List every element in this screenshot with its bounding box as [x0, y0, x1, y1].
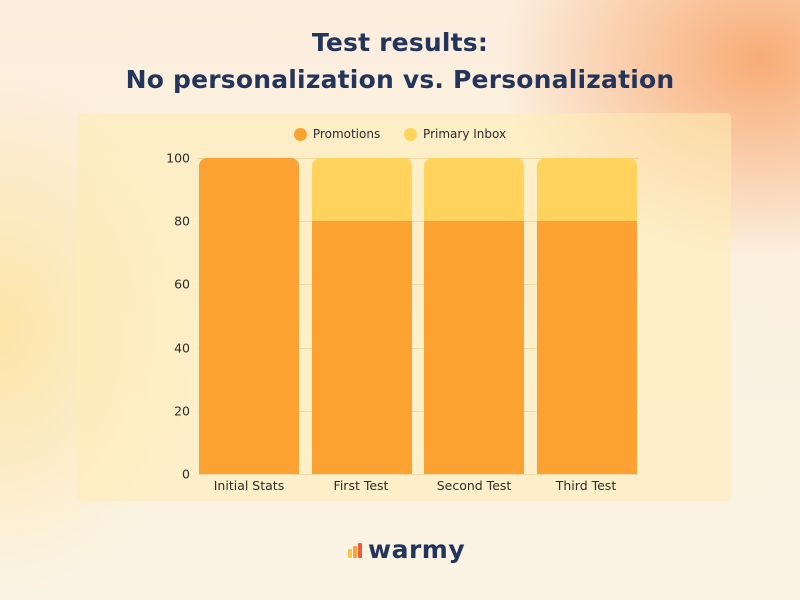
- chart-title: Test results: No personalization vs. Per…: [0, 24, 800, 98]
- bar-first-test: [312, 158, 412, 474]
- x-label: Second Test: [436, 478, 512, 493]
- legend-label: Primary Inbox: [423, 127, 507, 141]
- gridline: [198, 474, 638, 475]
- legend: Promotions Primary Inbox: [0, 127, 800, 144]
- x-label: First Test: [333, 478, 389, 493]
- bar-segment-primary-inbox: [312, 158, 412, 222]
- gridline: [198, 411, 638, 412]
- y-tick: 60: [174, 276, 190, 292]
- bar-segment-promotions: [537, 221, 637, 474]
- bar-third-test: [537, 158, 637, 474]
- legend-dot-icon: [404, 127, 418, 141]
- legend-item-promotions: Promotions: [293, 127, 381, 141]
- bar-segment-promotions: [424, 221, 524, 474]
- x-label: Initial Stats: [213, 478, 285, 493]
- logo-bars-icon: [348, 542, 363, 558]
- gridline: [198, 158, 638, 159]
- legend-label: Promotions: [312, 127, 381, 141]
- bar-segment-promotions: [199, 158, 299, 474]
- y-tick: 0: [182, 466, 190, 482]
- bar-segment-promotions: [312, 221, 412, 474]
- bar-initial-stats: [199, 158, 299, 474]
- title-line-2: No personalization vs. Personalization: [125, 65, 675, 94]
- bar-second-test: [424, 158, 524, 474]
- y-tick: 40: [174, 340, 190, 356]
- legend-dot-icon: [293, 127, 307, 141]
- legend-item-primary-inbox: Primary Inbox: [404, 127, 506, 141]
- bar-segment-primary-inbox: [424, 158, 524, 222]
- y-tick: 100: [166, 150, 190, 166]
- bar-segment-primary-inbox: [537, 158, 637, 222]
- warmy-logo: warmy: [348, 536, 465, 564]
- gridline: [198, 348, 638, 349]
- x-label: Third Test: [555, 478, 617, 493]
- gridline: [198, 284, 638, 285]
- y-tick: 80: [174, 213, 190, 229]
- gridline: [198, 221, 638, 222]
- logo-wordmark: warmy: [368, 535, 466, 564]
- y-tick: 20: [174, 403, 190, 419]
- title-line-1: Test results:: [311, 28, 489, 57]
